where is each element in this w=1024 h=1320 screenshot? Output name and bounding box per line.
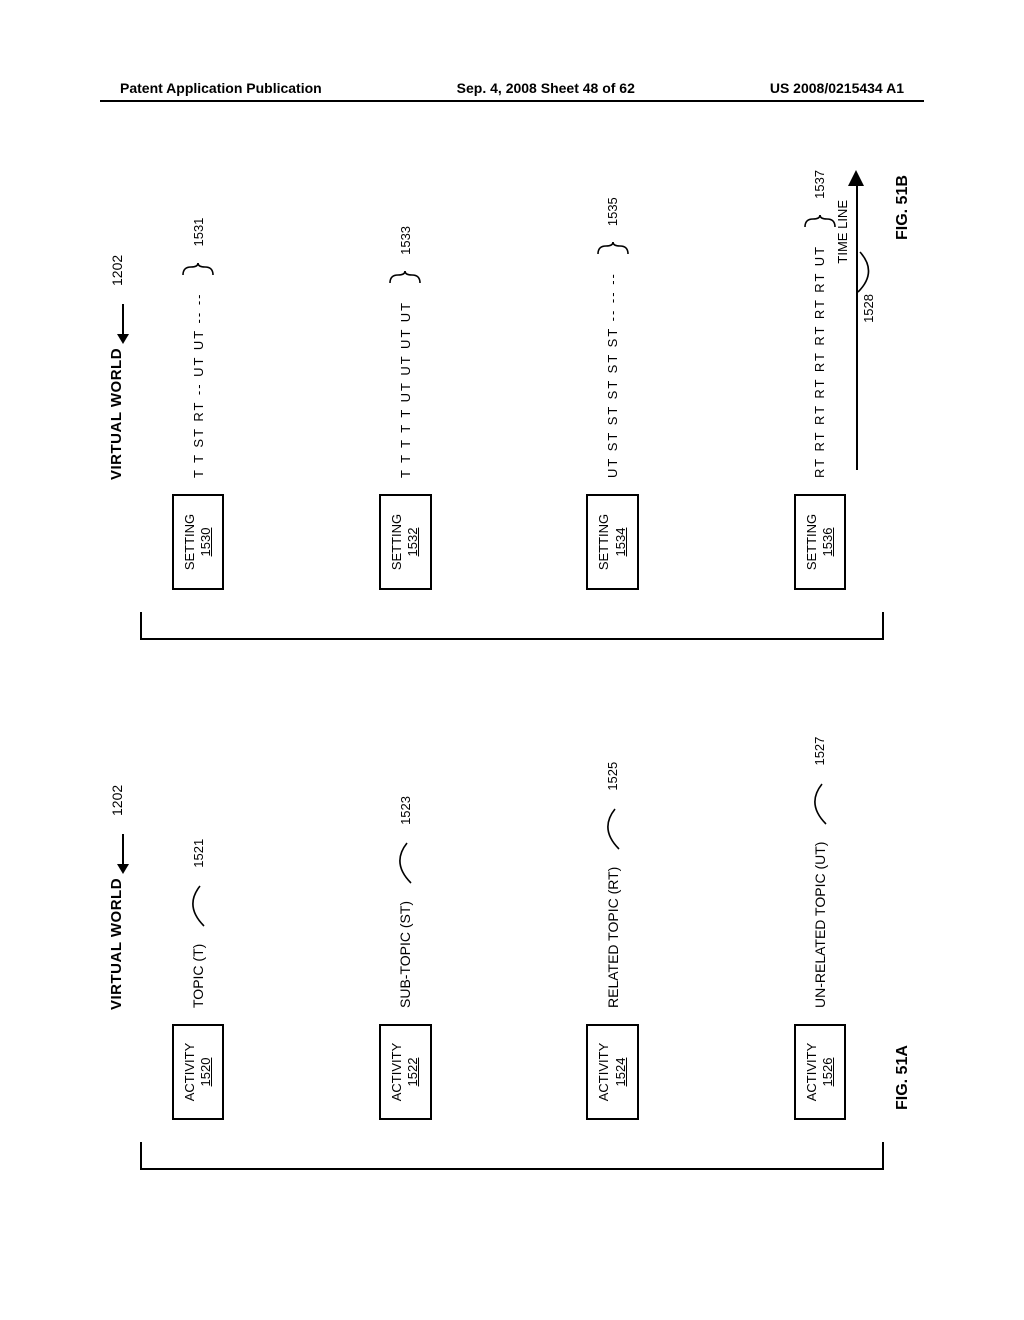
- setting-box: SETTING 1530: [172, 494, 225, 590]
- ref-num: 1525: [605, 762, 620, 791]
- sequence: RT RT RT RT RT RT RT RT UT: [812, 245, 827, 478]
- box-title: ACTIVITY: [389, 1036, 405, 1108]
- timeline-leader-curve: [854, 250, 874, 294]
- vw-label-a: VIRTUAL WORLD: [108, 878, 125, 1010]
- box-id: 1530: [198, 506, 214, 578]
- brace-icon: [181, 263, 215, 277]
- row-b-2: SETTING 1534 UT ST ST ST ST ST -- -- -- …: [579, 150, 647, 590]
- header-left: Patent Application Publication: [120, 80, 322, 96]
- fig-caption-b: FIG. 51B: [894, 175, 912, 240]
- setting-box: SETTING 1536: [794, 494, 847, 590]
- vw-ref-b: 1202: [109, 255, 125, 286]
- activity-box: ACTIVITY 1524: [586, 1024, 639, 1120]
- topic-label: SUB-TOPIC (ST): [397, 901, 413, 1008]
- leader-curve: [603, 807, 623, 851]
- row-b-0: SETTING 1530 T T ST RT -- UT UT -- -- 15…: [164, 150, 232, 590]
- brace-icon: [596, 242, 630, 256]
- ref-num: 1523: [398, 796, 413, 825]
- row-a-3: ACTIVITY 1526 UN-RELATED TOPIC (UT) 1527: [786, 690, 854, 1120]
- bracket-b: [140, 612, 884, 640]
- topic-label: UN-RELATED TOPIC (UT): [812, 842, 828, 1008]
- ref-num: 1531: [191, 218, 206, 247]
- leader-curve: [395, 841, 415, 885]
- vw-ref-a: 1202: [109, 785, 125, 816]
- setting-box: SETTING 1532: [379, 494, 432, 590]
- topic-label: RELATED TOPIC (RT): [605, 867, 621, 1008]
- figure-51b-wrap: VIRTUAL WORLD 1202 SETTING 1530 T T ST R…: [100, 140, 924, 670]
- brace-icon: [803, 215, 837, 229]
- timeline-arrowhead-icon: [848, 170, 864, 186]
- page: Patent Application Publication Sep. 4, 2…: [0, 0, 1024, 1320]
- ref-num: 1533: [398, 226, 413, 255]
- box-id: 1526: [820, 1036, 836, 1108]
- ref-num: 1537: [812, 170, 827, 199]
- box-title: ACTIVITY: [596, 1036, 612, 1108]
- box-title: ACTIVITY: [804, 1036, 820, 1108]
- row-b-1: SETTING 1532 T T T T T UT UT UT UT 1533: [371, 150, 439, 590]
- figure-51a: VIRTUAL WORLD 1202 ACTIVITY 1520 TOPIC (…: [100, 670, 924, 1200]
- vw-arrow-b: [116, 294, 130, 340]
- setting-box: SETTING 1534: [586, 494, 639, 590]
- box-id: 1524: [613, 1036, 629, 1108]
- brace-icon: [388, 271, 422, 285]
- figures-area: VIRTUAL WORLD 1202 ACTIVITY 1520 TOPIC (…: [100, 140, 924, 1200]
- row-a-2: ACTIVITY 1524 RELATED TOPIC (RT) 1525: [579, 690, 647, 1120]
- activity-box: ACTIVITY 1526: [794, 1024, 847, 1120]
- ref-num: 1535: [605, 197, 620, 226]
- box-title: SETTING: [182, 506, 198, 578]
- sequence: T T T T T UT UT UT UT: [398, 301, 413, 478]
- box-id: 1520: [198, 1036, 214, 1108]
- timeline-ref: 1528: [861, 294, 876, 323]
- header-center: Sep. 4, 2008 Sheet 48 of 62: [457, 80, 635, 96]
- activity-box: ACTIVITY 1520: [172, 1024, 225, 1120]
- figure-51b: VIRTUAL WORLD 1202 SETTING 1530 T T ST R…: [100, 140, 924, 670]
- box-id: 1536: [820, 506, 836, 578]
- vw-label-b: VIRTUAL WORLD: [108, 348, 125, 480]
- rows-b: SETTING 1530 T T ST RT -- UT UT -- -- 15…: [164, 150, 854, 590]
- sequence: T T ST RT -- UT UT -- --: [191, 293, 206, 478]
- fig-caption-a: FIG. 51A: [894, 1045, 912, 1110]
- box-id: 1534: [613, 506, 629, 578]
- ref-num: 1521: [191, 839, 206, 868]
- row-a-1: ACTIVITY 1522 SUB-TOPIC (ST) 1523: [371, 690, 439, 1120]
- header-right: US 2008/0215434 A1: [770, 80, 904, 96]
- row-a-0: ACTIVITY 1520 TOPIC (T) 1521: [164, 690, 232, 1120]
- bracket-a: [140, 1142, 884, 1170]
- topic-label: TOPIC (T): [190, 944, 206, 1008]
- box-title: SETTING: [389, 506, 405, 578]
- leader-curve: [810, 782, 830, 826]
- figure-51a-wrap: VIRTUAL WORLD 1202 ACTIVITY 1520 TOPIC (…: [100, 670, 924, 1200]
- box-title: SETTING: [596, 506, 612, 578]
- page-header: Patent Application Publication Sep. 4, 2…: [120, 80, 904, 96]
- header-rule: [100, 100, 924, 102]
- vw-arrow-a: [116, 824, 130, 870]
- sequence: UT ST ST ST ST ST -- -- --: [605, 272, 620, 478]
- timeline-label: TIME LINE: [835, 200, 850, 264]
- box-id: 1532: [405, 506, 421, 578]
- box-id: 1522: [405, 1036, 421, 1108]
- box-title: ACTIVITY: [182, 1036, 198, 1108]
- timeline-line: [856, 186, 858, 470]
- ref-num: 1527: [812, 737, 827, 766]
- box-title: SETTING: [804, 506, 820, 578]
- activity-box: ACTIVITY 1522: [379, 1024, 432, 1120]
- leader-curve: [188, 884, 208, 928]
- rows-a: ACTIVITY 1520 TOPIC (T) 1521 ACTIVITY 15…: [164, 690, 854, 1120]
